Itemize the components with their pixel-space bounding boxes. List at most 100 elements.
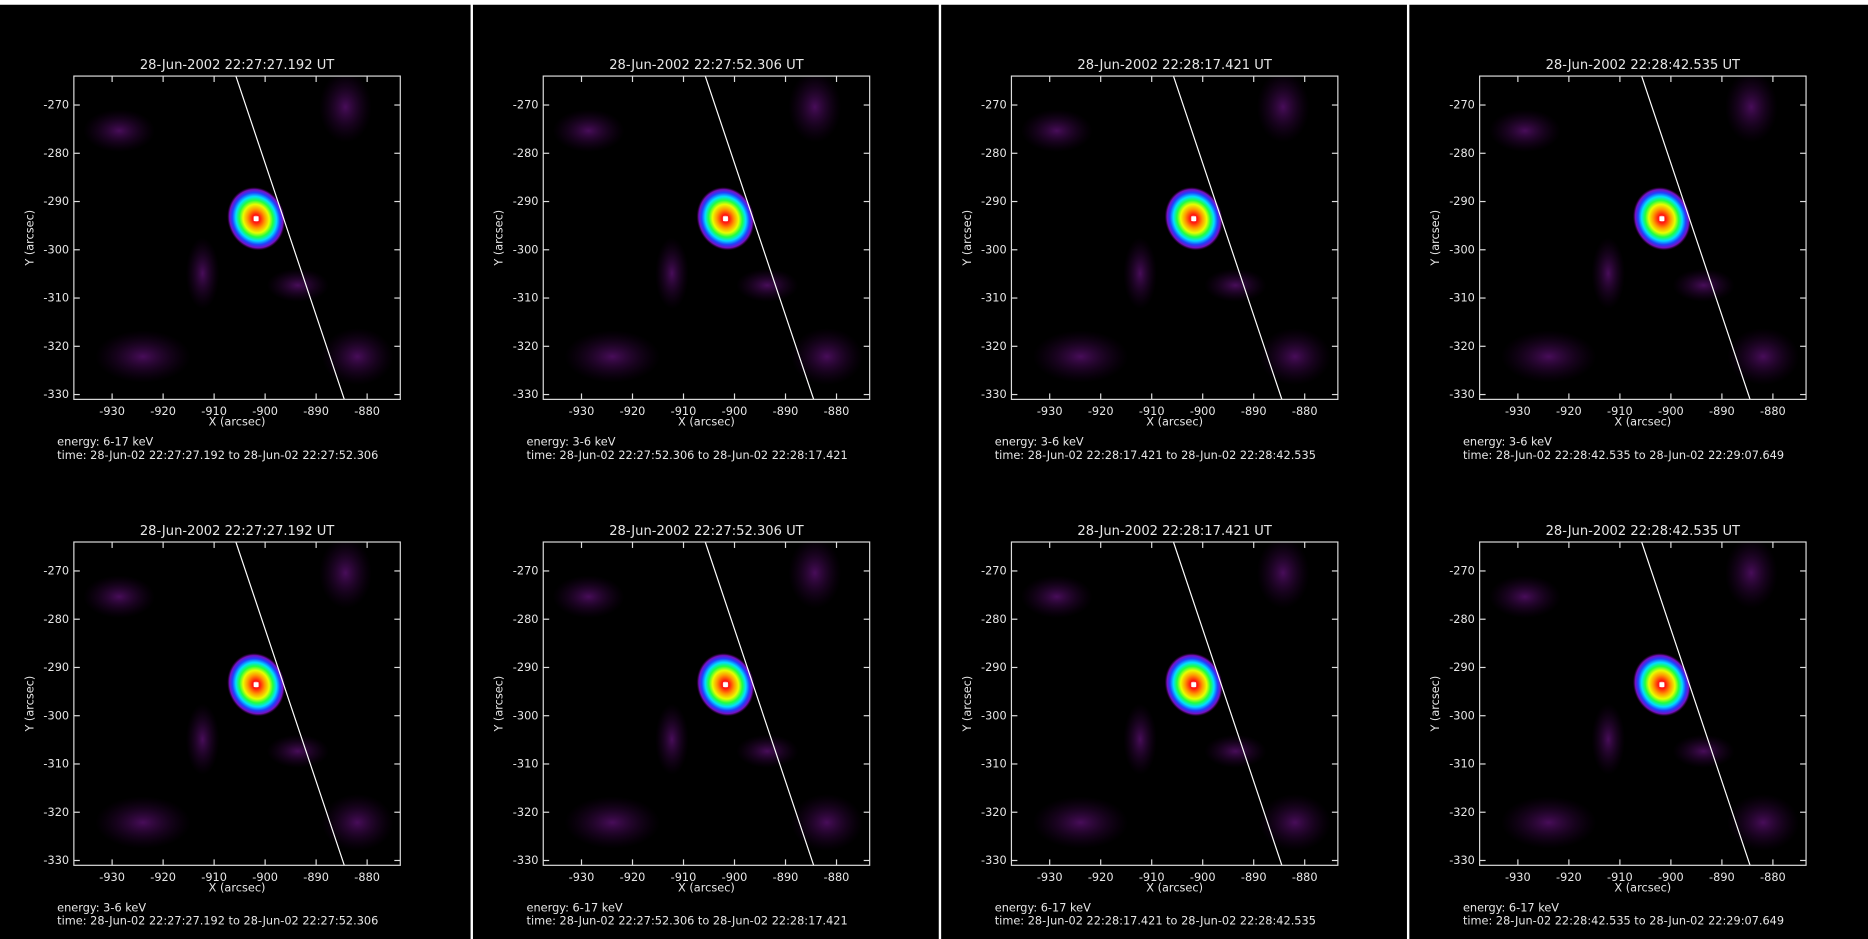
y-tick-label: -330	[981, 854, 1007, 867]
x-tick-label: -890	[303, 871, 329, 884]
time-annotation: time: 28-Jun-02 22:28:42.535 to 28-Jun-0…	[1463, 915, 1784, 928]
x-tick-label: -880	[1760, 871, 1786, 884]
y-axis-label: Y (arcsec)	[493, 676, 506, 733]
x-tick-label: -930	[99, 871, 125, 884]
peak	[1191, 216, 1197, 222]
y-tick-label: -310	[43, 292, 69, 305]
x-tick-label: -930	[569, 405, 595, 418]
x-tick-label: -910	[1607, 405, 1633, 418]
chart-title: 28-Jun-2002 22:27:52.306 UT	[609, 524, 804, 539]
panel: -930 -920 -910 -900 -890 -880 -270 -280 -290 -300…	[23, 524, 401, 928]
y-tick-label: -300	[43, 243, 69, 256]
peak	[1659, 682, 1665, 688]
emission-haze	[266, 734, 329, 768]
chart-title: 28-Jun-2002 22:28:17.421 UT	[1077, 524, 1272, 539]
x-axis-label: X (arcsec)	[1146, 416, 1203, 429]
energy-annotation: energy: 6-17 keV	[1463, 902, 1559, 915]
y-tick-label: -330	[1449, 388, 1475, 401]
emission-haze	[1259, 328, 1331, 386]
y-tick-label: -310	[513, 758, 539, 771]
x-tick-label: -910	[1607, 871, 1633, 884]
x-tick-label: -930	[1505, 405, 1531, 418]
emission-haze	[1032, 796, 1129, 849]
x-tick-label: -890	[773, 871, 799, 884]
panel: -930 -920 -910 -900 -890 -880 -270 -280 -290 -300…	[23, 58, 401, 462]
image-area	[1479, 542, 1807, 866]
y-tick-label: -280	[513, 147, 539, 160]
x-tick-label: -910	[671, 871, 697, 884]
y-tick-label: -320	[981, 340, 1007, 353]
x-tick-label: -920	[1556, 871, 1582, 884]
y-tick-label: -300	[981, 709, 1007, 722]
x-tick-label: -890	[773, 405, 799, 418]
y-tick-label: -320	[1449, 340, 1475, 353]
emission-haze	[1204, 268, 1267, 302]
x-axis-label: X (arcsec)	[1146, 881, 1203, 894]
x-tick-label: -920	[620, 405, 646, 418]
image-area	[1011, 542, 1338, 866]
emission-haze	[736, 734, 799, 768]
y-tick-label: -330	[513, 388, 539, 401]
y-tick-label: -290	[1449, 661, 1475, 674]
panel: -930 -920 -910 -900 -890 -880 -270 -280 -290 -300…	[961, 58, 1339, 462]
energy-annotation: energy: 3-6 keV	[1463, 436, 1552, 449]
solar-limb	[1172, 542, 1283, 866]
x-tick-label: -920	[1556, 405, 1582, 418]
x-axis-label: X (arcsec)	[209, 416, 266, 429]
x-tick-label: -910	[201, 405, 227, 418]
y-tick-label: -310	[1449, 292, 1475, 305]
emission-haze	[321, 793, 394, 852]
emission-haze	[655, 703, 689, 775]
y-tick-label: -270	[1449, 99, 1475, 112]
y-tick-label: -320	[43, 340, 69, 353]
peak	[723, 216, 728, 222]
emission-haze	[564, 796, 660, 849]
y-tick-label: -300	[1449, 243, 1475, 256]
y-tick-label: -320	[513, 806, 539, 819]
emission-haze	[1501, 330, 1597, 383]
x-tick-label: -880	[824, 871, 850, 884]
emission-haze	[266, 268, 329, 302]
emission-haze	[185, 237, 220, 310]
x-tick-label: -920	[620, 871, 646, 884]
energy-annotation: energy: 6-17 keV	[527, 902, 623, 915]
x-tick-label: -890	[1241, 871, 1267, 884]
peak	[1191, 682, 1197, 688]
emission-haze	[791, 328, 863, 386]
emission-haze	[791, 793, 863, 852]
plot-frame	[1479, 75, 1807, 400]
emission-haze	[1727, 793, 1799, 852]
time-annotation: time: 28-Jun-02 22:28:17.421 to 28-Jun-0…	[995, 915, 1316, 928]
x-tick-label: -930	[1037, 405, 1063, 418]
x-tick-label: -920	[150, 405, 176, 418]
y-axis-label: Y (arcsec)	[493, 210, 506, 267]
emission-haze	[1489, 109, 1561, 153]
time-annotation: time: 28-Jun-02 22:27:27.192 to 28-Jun-0…	[57, 915, 378, 928]
plot-frame	[542, 541, 871, 866]
plot-frame	[73, 541, 401, 866]
solar-limb	[704, 542, 815, 866]
chart-title: 28-Jun-2002 22:28:17.421 UT	[1077, 58, 1272, 73]
emission-haze	[321, 328, 394, 386]
emission-haze	[1727, 328, 1799, 386]
x-axis-label: X (arcsec)	[678, 416, 735, 429]
x-tick-label: -930	[1505, 871, 1531, 884]
x-tick-label: -880	[1760, 405, 1786, 418]
y-tick-label: -310	[43, 758, 69, 771]
image-area	[543, 76, 870, 400]
x-tick-label: -910	[201, 871, 227, 884]
energy-annotation: energy: 3-6 keV	[57, 902, 146, 915]
y-tick-label: -280	[513, 613, 539, 626]
emission-haze	[1591, 703, 1625, 775]
y-tick-label: -270	[981, 565, 1007, 578]
y-axis-label: Y (arcsec)	[961, 210, 974, 267]
emission-haze	[1725, 76, 1778, 143]
x-tick-label: -890	[1241, 405, 1267, 418]
panel: -930 -920 -910 -900 -890 -880 -270 -280 -290 -300…	[961, 524, 1339, 928]
solar-limb	[235, 76, 345, 400]
chart-title: 28-Jun-2002 22:28:42.535 UT	[1546, 524, 1741, 539]
x-tick-label: -900	[252, 871, 278, 884]
peak	[253, 682, 259, 688]
